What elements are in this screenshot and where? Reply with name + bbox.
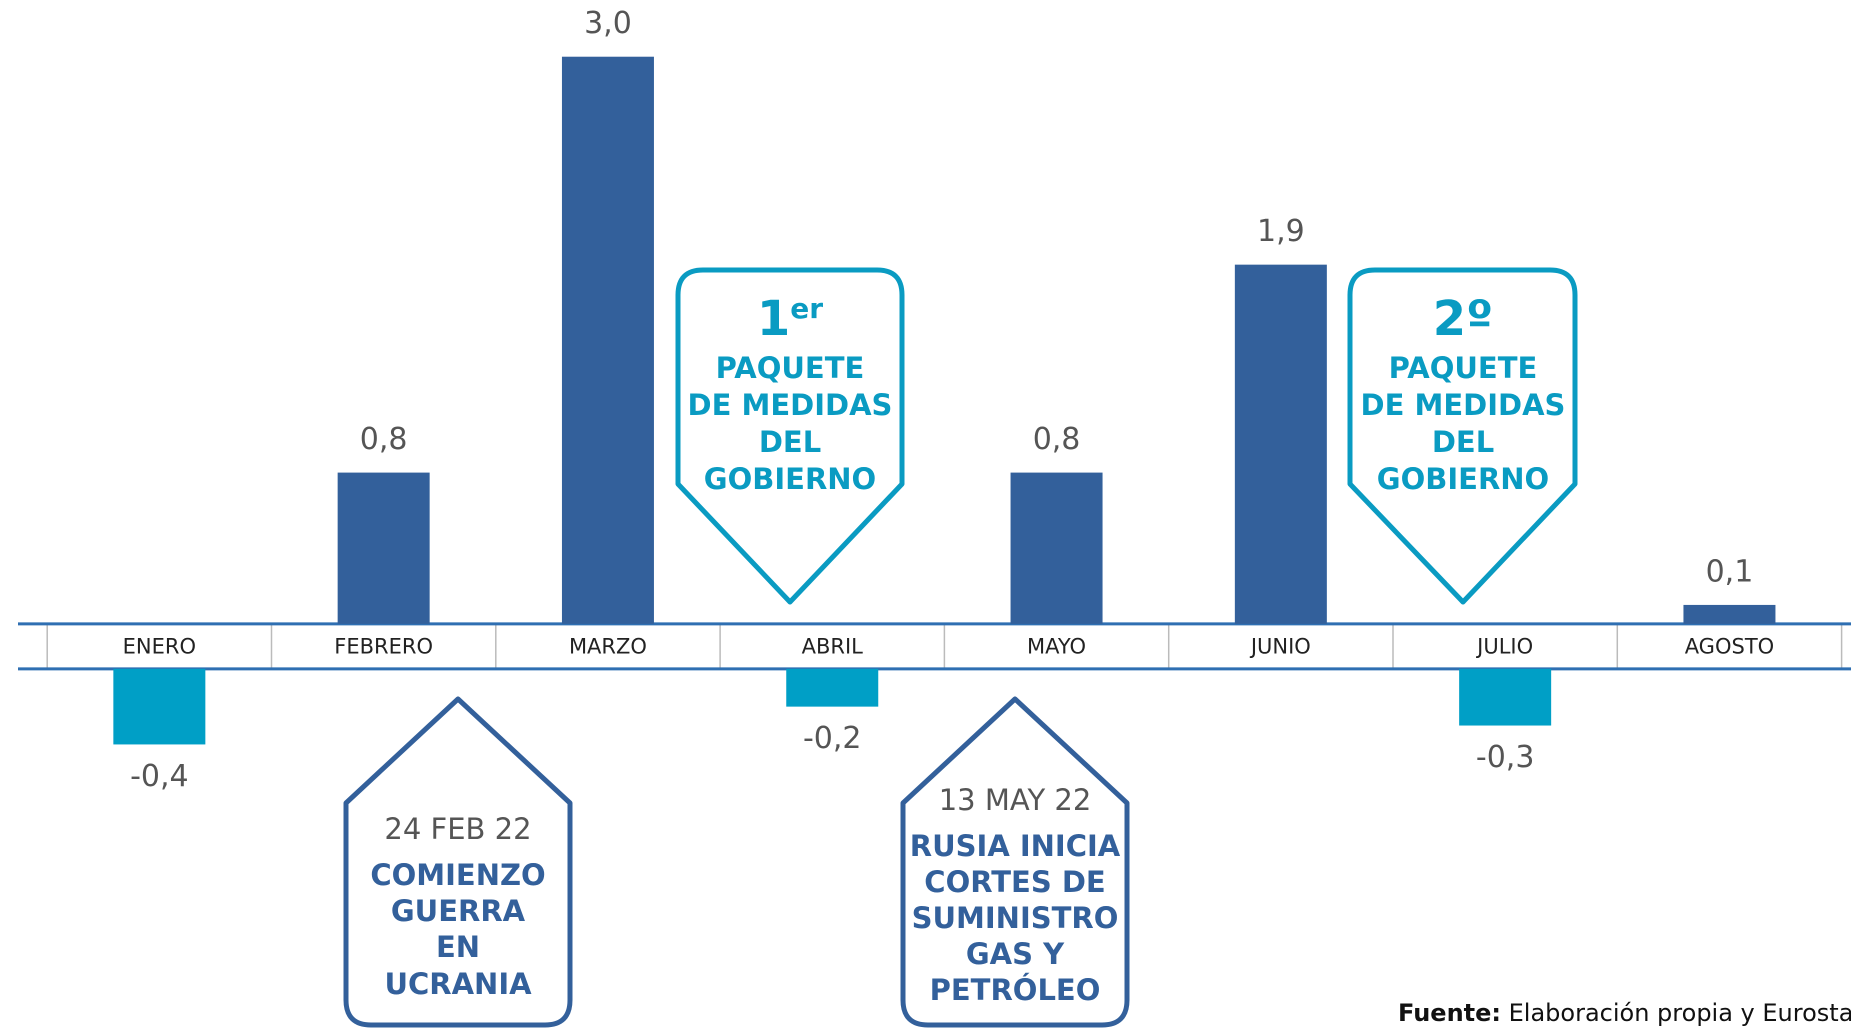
value-label: -0,2 xyxy=(803,721,862,756)
value-label: 0,8 xyxy=(360,422,408,457)
callout-line: UCRANIA xyxy=(384,967,532,1001)
suffix: er xyxy=(790,292,823,325)
callout-line: GAS Y xyxy=(966,937,1065,971)
bar xyxy=(1459,668,1552,726)
value-label: 0,1 xyxy=(1706,554,1754,589)
callout-line: EN xyxy=(436,930,480,964)
x-tick-label: ABRIL xyxy=(802,634,864,658)
source-label: Fuente: xyxy=(1398,999,1501,1027)
bar xyxy=(561,56,654,624)
x-tick-label: MAYO xyxy=(1027,634,1086,658)
x-tick-label: FEBRERO xyxy=(334,634,433,658)
x-tick-label: AGOSTO xyxy=(1685,634,1775,658)
value-label: -0,4 xyxy=(130,759,189,794)
callout-line: CORTES DE xyxy=(924,865,1105,899)
x-tick-label: JUNIO xyxy=(1249,634,1311,658)
callout-date: 24 FEB 22 xyxy=(384,812,531,846)
callout-line: GOBIERNO xyxy=(704,462,876,496)
value-label: 1,9 xyxy=(1257,214,1305,249)
callout-line: GOBIERNO xyxy=(1377,462,1549,496)
callout-number: 1er xyxy=(757,291,823,347)
x-tick-label: MARZO xyxy=(569,634,647,658)
bar xyxy=(1683,604,1776,624)
callout-line: PAQUETE xyxy=(716,351,865,385)
value-label: 3,0 xyxy=(584,6,632,41)
axis-strip xyxy=(0,622,1851,671)
callout-date: 13 MAY 22 xyxy=(939,783,1092,817)
callout-line: SUMINISTRO xyxy=(912,901,1119,935)
bar xyxy=(786,668,879,707)
strip-bg xyxy=(0,623,1851,669)
callout-line: PETRÓLEO xyxy=(930,973,1101,1007)
callout-line: RUSIA INICIA xyxy=(910,829,1121,863)
x-tick-label: JULIO xyxy=(1475,634,1533,658)
callout-line: COMIENZO xyxy=(370,858,545,892)
callout-line: DEL xyxy=(1432,425,1494,459)
callout-shape xyxy=(675,267,905,605)
callout-shape xyxy=(1347,267,1578,605)
callout-number: 2º xyxy=(1433,291,1493,347)
value-label: -0,3 xyxy=(1476,740,1535,775)
bar xyxy=(1010,472,1103,624)
source-text: Elaboración propia y Eurostat xyxy=(1509,999,1851,1027)
callout-line: DEL xyxy=(759,425,821,459)
callout-shape xyxy=(900,696,1130,1028)
x-tick-label: ENERO xyxy=(123,634,196,658)
number: 1 xyxy=(757,291,790,347)
source: Fuente: Elaboración propia y Eurostat xyxy=(1398,999,1851,1027)
bar xyxy=(113,668,206,745)
bar xyxy=(337,472,430,624)
callout-line: GUERRA xyxy=(391,894,526,928)
callout-line: DE MEDIDAS xyxy=(1361,388,1566,422)
bar xyxy=(1234,264,1327,624)
callout-line: PAQUETE xyxy=(1389,351,1538,385)
callout-shape xyxy=(343,696,573,1028)
callout-line: DE MEDIDAS xyxy=(688,388,893,422)
value-label: 0,8 xyxy=(1033,422,1081,457)
